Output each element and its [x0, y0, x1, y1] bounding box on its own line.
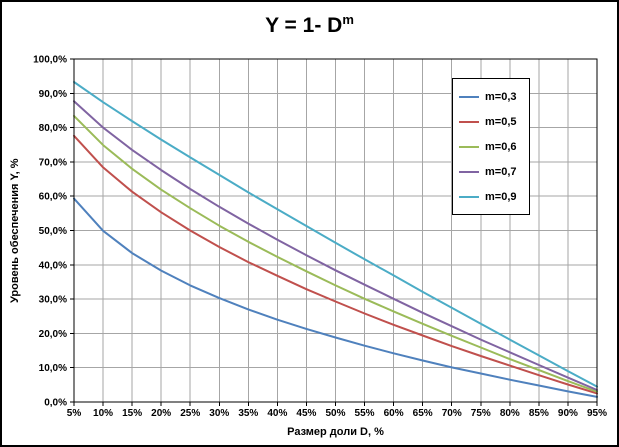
series-line-0.5 [73, 134, 598, 395]
series-line-0.6 [73, 114, 598, 393]
y-tick-label: 80,0% [39, 123, 67, 134]
series-line-0.3 [73, 197, 598, 398]
x-tick-label: 45% [296, 408, 316, 419]
y-tick-label: 60,0% [39, 192, 67, 203]
legend-line-sample [459, 120, 479, 123]
legend-label: m=0,3 [485, 90, 517, 103]
legend-line-sample [459, 170, 479, 173]
x-tick-label: 85% [529, 408, 549, 419]
chart-legend: m=0,3 m=0,5 m=0,6 m=0,7 m=0,9 [452, 78, 530, 215]
legend-line-sample [459, 95, 479, 98]
legend-entry: m=0,3 [457, 84, 525, 109]
y-tick-label: 0,0% [44, 398, 67, 409]
x-tick-label: 55% [355, 408, 375, 419]
legend-label: m=0,6 [485, 140, 517, 153]
x-tick-label: 65% [413, 408, 433, 419]
series-line-0.7 [73, 100, 598, 391]
y-tick-label: 30,0% [39, 295, 67, 306]
x-tick-label: 50% [325, 408, 345, 419]
x-tick-label: 5% [67, 408, 82, 419]
y-tick-label: 100,0% [33, 55, 67, 66]
y-tick-label: 70,0% [39, 157, 67, 168]
chart-title-base: Y = 1- D [265, 14, 343, 37]
legend-entry: m=0,9 [457, 184, 525, 209]
x-axis-title: Размер доли D, % [287, 426, 384, 438]
legend-label: m=0,5 [485, 115, 517, 128]
y-tick-label: 40,0% [39, 260, 67, 271]
legend-label: m=0,9 [485, 190, 517, 203]
legend-line-sample [459, 195, 479, 198]
legend-entry: m=0,7 [457, 159, 525, 184]
x-tick-label: 75% [471, 408, 491, 419]
legend-label: m=0,7 [485, 165, 517, 178]
x-tick-label: 25% [180, 408, 200, 419]
x-tick-label: 70% [442, 408, 462, 419]
legend-line-sample [459, 145, 479, 148]
legend-entry: m=0,6 [457, 134, 525, 159]
y-tick-label: 10,0% [39, 363, 67, 374]
x-tick-label: 95% [587, 408, 607, 419]
x-tick-label: 35% [238, 408, 258, 419]
x-tick-label: 40% [267, 408, 287, 419]
x-tick-label: 20% [151, 408, 171, 419]
x-tick-label: 90% [558, 408, 578, 419]
chart-title: Y = 1- Dm [2, 12, 617, 38]
chart-title-exponent: m [342, 12, 354, 27]
y-tick-label: 90,0% [39, 89, 67, 100]
x-tick-label: 15% [122, 408, 142, 419]
y-tick-label: 20,0% [39, 329, 67, 340]
x-tick-label: 80% [500, 408, 520, 419]
x-tick-label: 10% [93, 408, 113, 419]
series-line-0.9 [73, 81, 598, 388]
legend-entry: m=0,5 [457, 109, 525, 134]
x-tick-label: 30% [209, 408, 229, 419]
x-tick-label: 60% [384, 408, 404, 419]
y-tick-label: 50,0% [39, 226, 67, 237]
